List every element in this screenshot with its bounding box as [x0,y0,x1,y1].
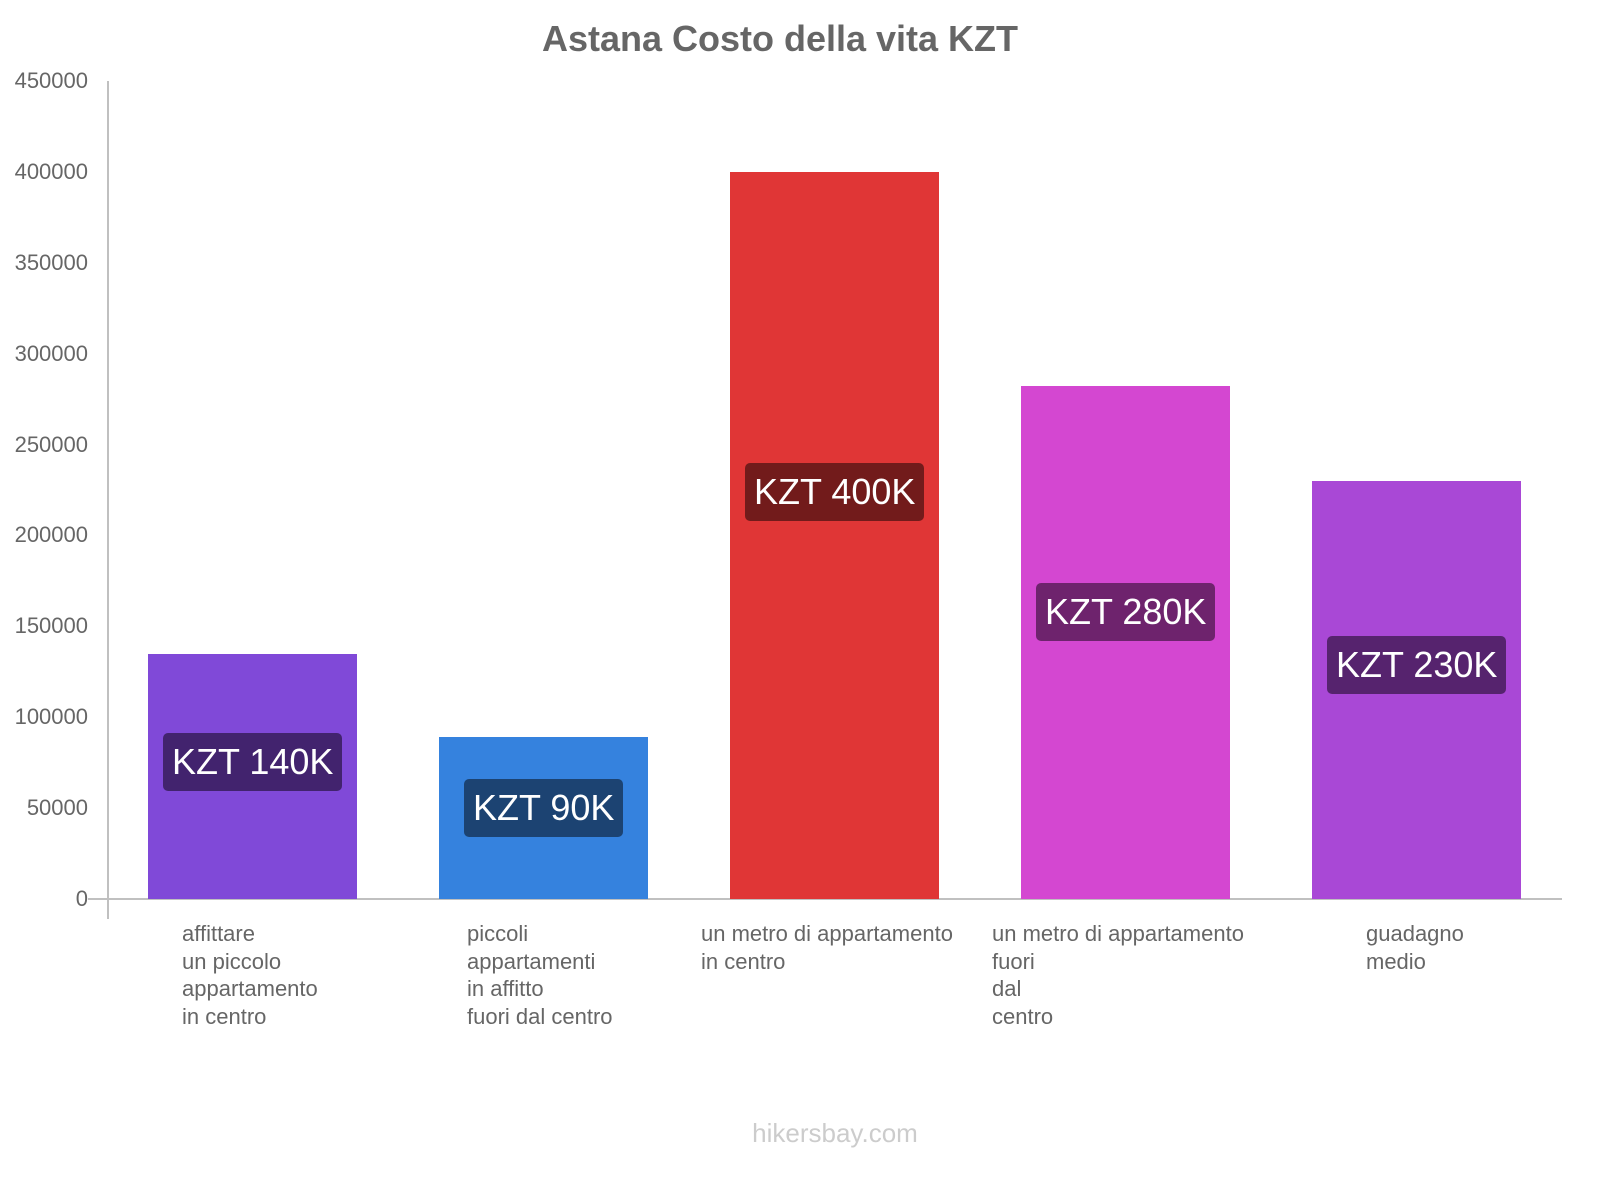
y-axis-line [107,81,109,919]
y-tick-label: 0 [75,886,88,911]
bar-value-label: KZT 90K [464,779,624,838]
bar[interactable] [1021,386,1230,899]
bar-value-label: KZT 230K [1327,635,1507,694]
y-tick-label: 400000 [14,158,88,184]
x-tick-label: un metro di appartamento fuori dal centr… [992,921,1244,1029]
x-tick-label: affittare un piccolo appartamento in cen… [182,921,318,1029]
source-watermark: hikersbay.com [752,1118,918,1148]
y-tick-label: 50000 [26,795,88,821]
chart-title: Astana Costo della vita KZT [541,18,1019,59]
bar-value-label: KZT 140K [163,732,343,791]
y-tick-label: 300000 [14,340,88,366]
x-tick-label: un metro di appartamento in centro [701,921,953,974]
bar[interactable] [730,171,939,899]
y-tick-label: 100000 [14,704,88,730]
x-tick-label: guadagno medio [1366,921,1464,974]
x-tick-label: piccoli appartamenti in affitto fuori da… [467,921,613,1029]
y-tick-label: 200000 [14,522,88,548]
bar-value-label: KZT 280K [1036,582,1216,641]
y-tick-label: 150000 [14,613,88,639]
x-axis-line [88,898,1562,900]
bar-value-label: KZT 400K [745,462,925,521]
y-tick-label: 350000 [14,249,88,275]
y-tick-label: 450000 [14,68,88,93]
y-tick-label: 250000 [14,431,88,457]
